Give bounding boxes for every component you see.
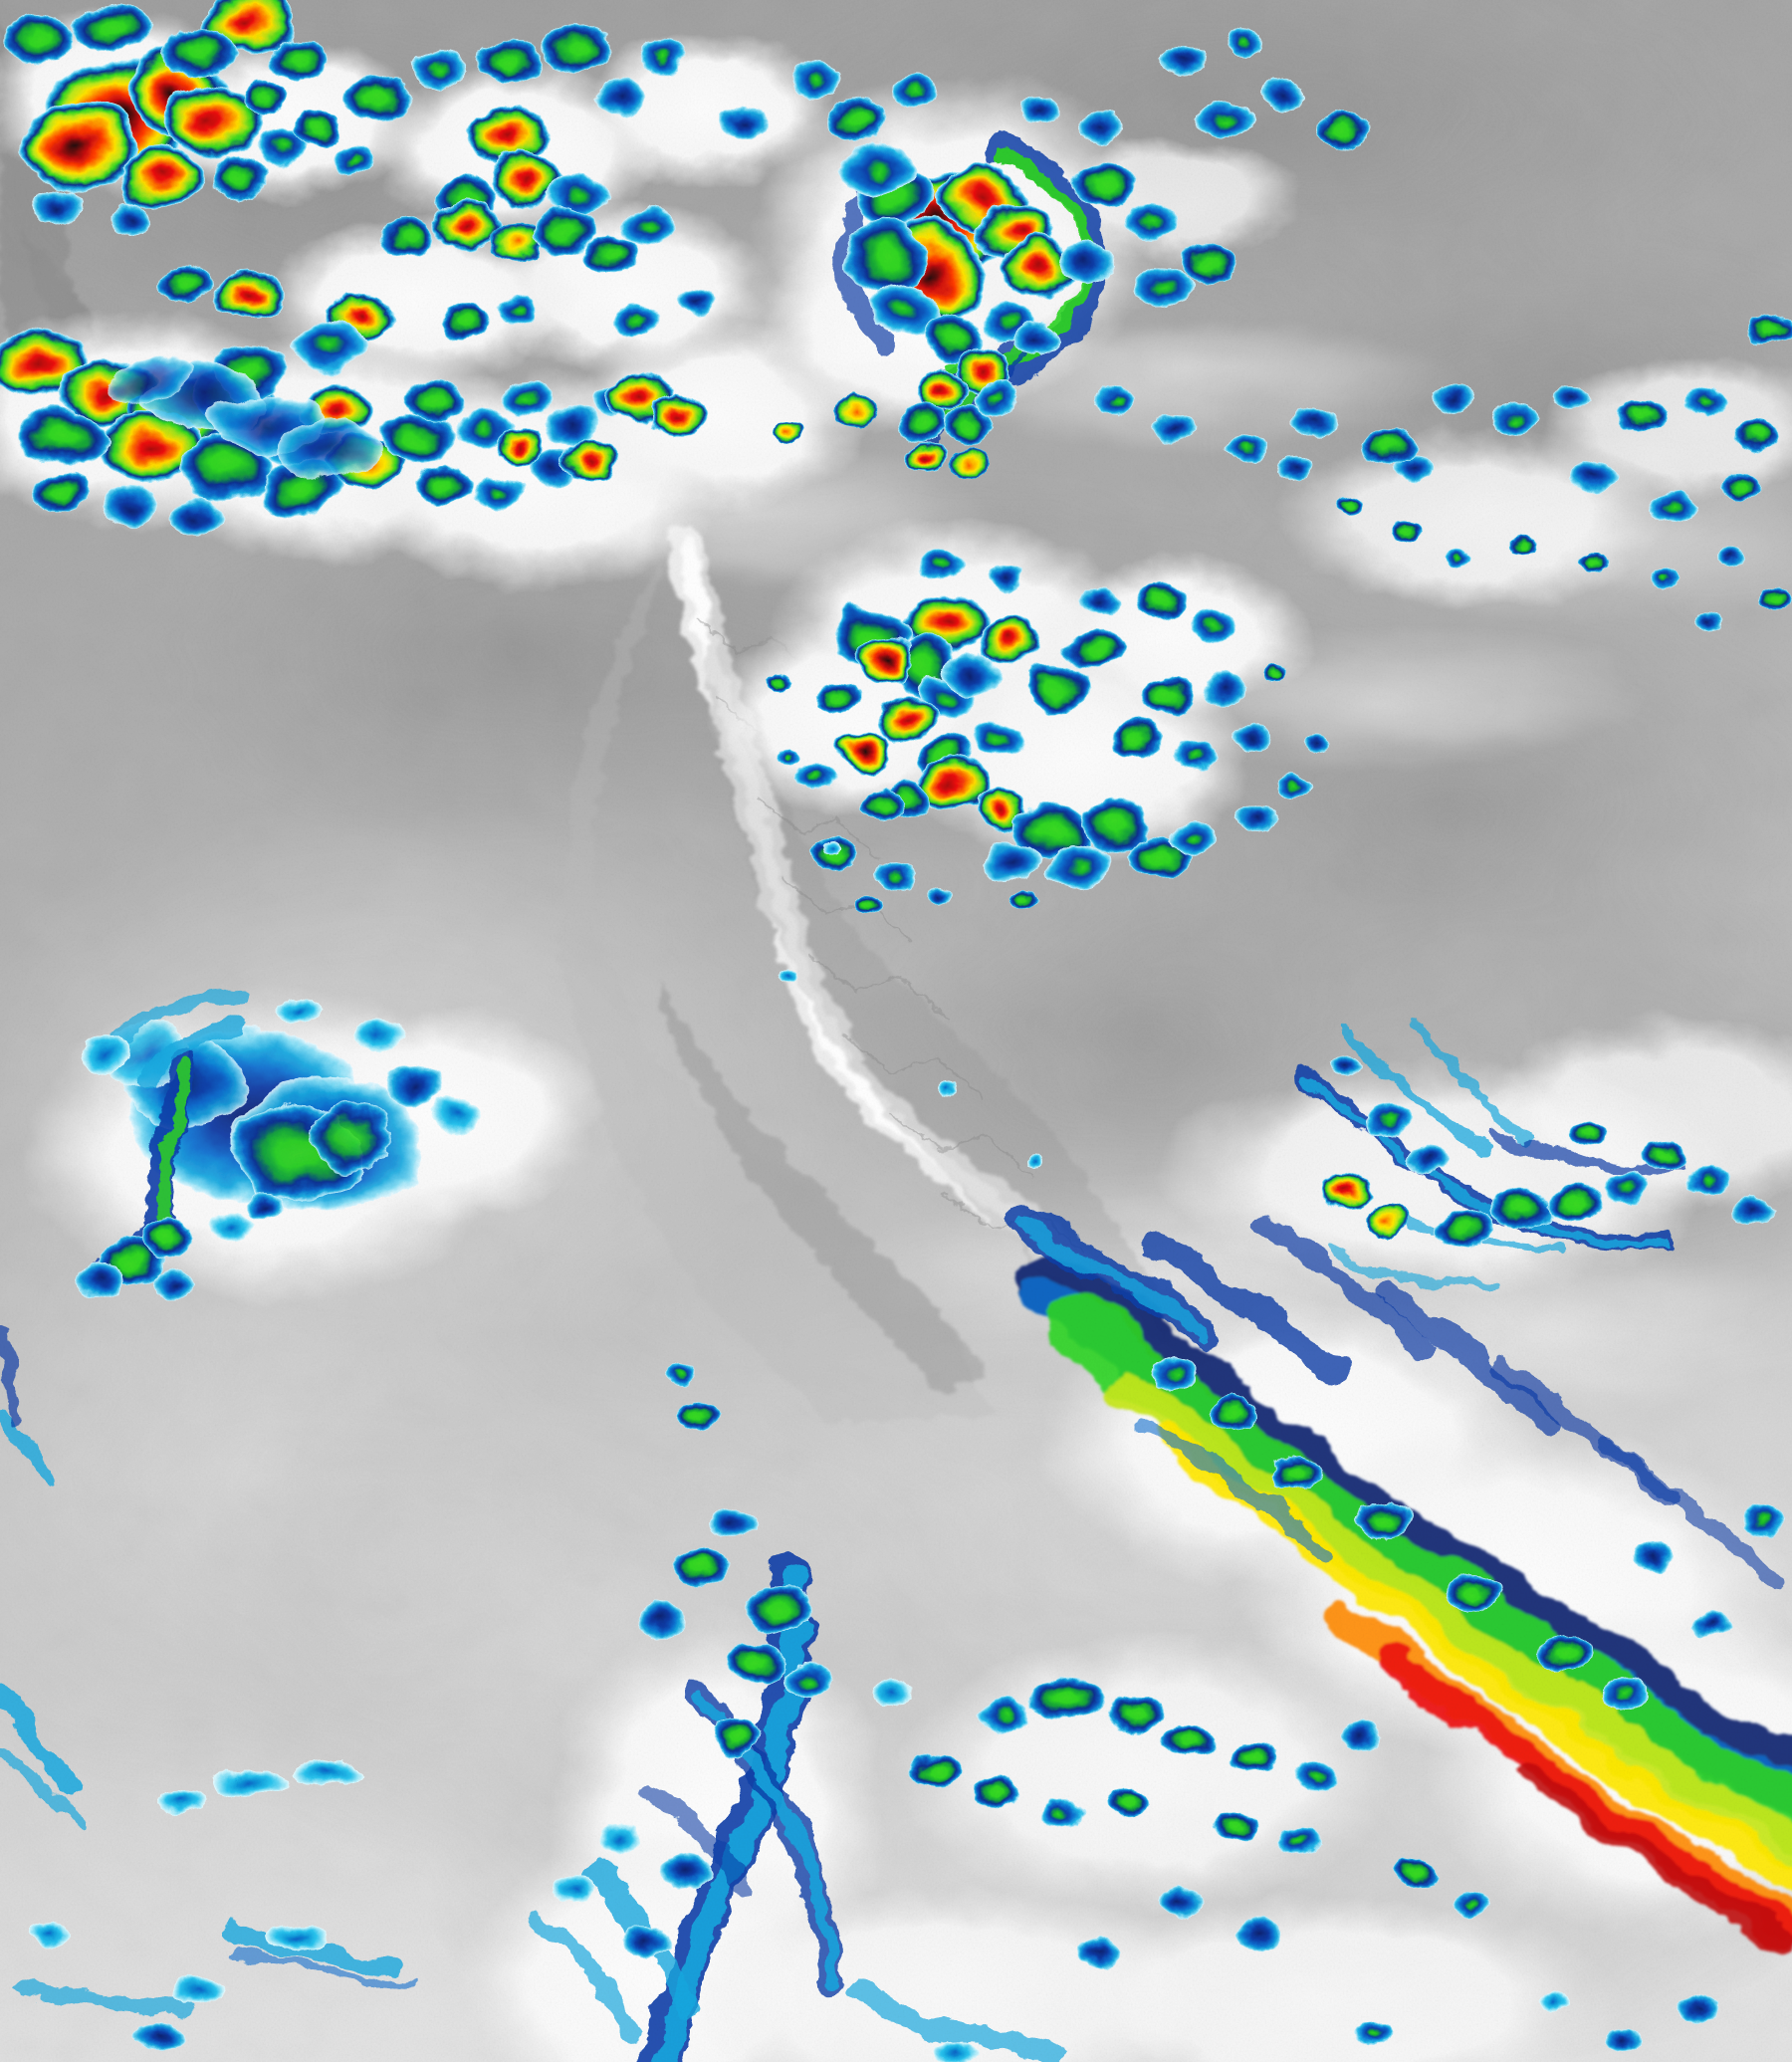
satellite-image-canvas: Enhanced Infrared Satellite Imagery ir-b… [0,0,1792,2062]
sensor-noise-overlay [0,0,1792,2062]
